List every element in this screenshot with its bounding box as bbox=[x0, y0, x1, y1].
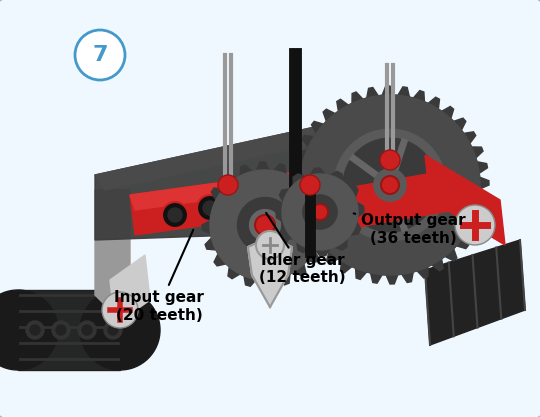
Circle shape bbox=[108, 325, 118, 335]
Polygon shape bbox=[210, 170, 320, 280]
Circle shape bbox=[80, 290, 160, 370]
Circle shape bbox=[312, 204, 328, 220]
Circle shape bbox=[104, 321, 122, 339]
Polygon shape bbox=[248, 237, 292, 307]
Circle shape bbox=[162, 202, 188, 228]
Polygon shape bbox=[334, 129, 446, 241]
Polygon shape bbox=[250, 170, 455, 245]
Circle shape bbox=[30, 325, 40, 335]
Polygon shape bbox=[130, 155, 425, 235]
Polygon shape bbox=[276, 168, 364, 256]
Circle shape bbox=[75, 30, 125, 80]
Polygon shape bbox=[95, 190, 130, 310]
Circle shape bbox=[197, 195, 223, 221]
Polygon shape bbox=[18, 290, 120, 370]
Polygon shape bbox=[110, 255, 150, 325]
Circle shape bbox=[26, 321, 44, 339]
Polygon shape bbox=[202, 162, 328, 288]
Polygon shape bbox=[425, 155, 505, 245]
Text: Output gear
(36 teeth): Output gear (36 teeth) bbox=[354, 213, 465, 246]
Circle shape bbox=[455, 205, 495, 245]
Polygon shape bbox=[95, 115, 380, 190]
Polygon shape bbox=[425, 240, 525, 345]
Circle shape bbox=[102, 292, 138, 328]
Polygon shape bbox=[303, 195, 337, 229]
Polygon shape bbox=[343, 138, 437, 232]
Polygon shape bbox=[249, 210, 280, 240]
Polygon shape bbox=[291, 86, 489, 284]
Circle shape bbox=[256, 231, 284, 259]
Polygon shape bbox=[374, 169, 406, 201]
Circle shape bbox=[380, 150, 400, 170]
Polygon shape bbox=[282, 174, 358, 250]
Circle shape bbox=[255, 215, 275, 235]
Text: Idler gear
(12 teeth): Idler gear (12 teeth) bbox=[259, 213, 346, 285]
Text: Input gear
(20 teeth): Input gear (20 teeth) bbox=[114, 230, 204, 323]
Circle shape bbox=[82, 325, 92, 335]
Circle shape bbox=[300, 175, 320, 195]
Circle shape bbox=[56, 325, 66, 335]
Circle shape bbox=[381, 176, 399, 194]
Circle shape bbox=[52, 321, 70, 339]
Polygon shape bbox=[238, 198, 293, 253]
Polygon shape bbox=[95, 115, 380, 240]
Polygon shape bbox=[130, 155, 425, 210]
Text: 7: 7 bbox=[92, 45, 108, 65]
Circle shape bbox=[203, 201, 217, 215]
Circle shape bbox=[0, 290, 58, 370]
Circle shape bbox=[78, 321, 96, 339]
Circle shape bbox=[218, 175, 238, 195]
Polygon shape bbox=[300, 95, 480, 275]
Circle shape bbox=[168, 208, 182, 222]
